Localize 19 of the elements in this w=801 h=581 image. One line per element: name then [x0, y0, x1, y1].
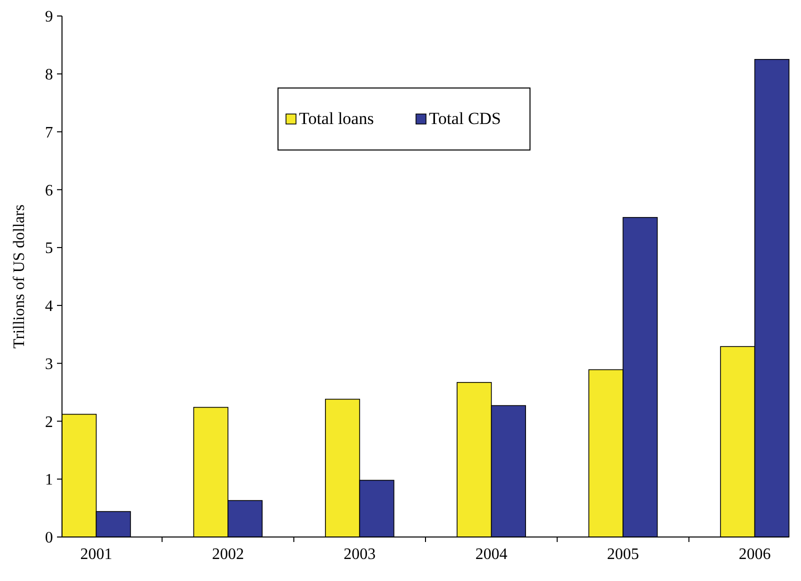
y-tick-label: 5	[45, 240, 53, 258]
y-tick-label: 8	[45, 66, 53, 84]
y-tick-label: 6	[45, 182, 53, 200]
x-tick-label: 2001	[80, 546, 112, 563]
y-tick-label: 7	[45, 124, 53, 142]
y-tick-label: 3	[45, 356, 53, 373]
y-tick-label: 9	[45, 8, 53, 26]
y-tick-label: 1	[45, 472, 53, 489]
x-tick-label: 2006	[738, 546, 771, 563]
y-axis-title: Trillions of US dollars	[11, 204, 28, 348]
x-tick-label: 2003	[344, 546, 376, 563]
y-tick-label: 2	[45, 414, 53, 431]
y-tick-label: 4	[45, 298, 53, 316]
legend-label: Total loans	[299, 109, 374, 128]
x-tick-label: 2002	[212, 546, 244, 563]
legend-label: Total CDS	[429, 109, 502, 128]
x-tick-label: 2004	[475, 546, 508, 563]
x-tick-label: 2005	[607, 546, 640, 563]
y-tick-label: 0	[45, 530, 53, 547]
